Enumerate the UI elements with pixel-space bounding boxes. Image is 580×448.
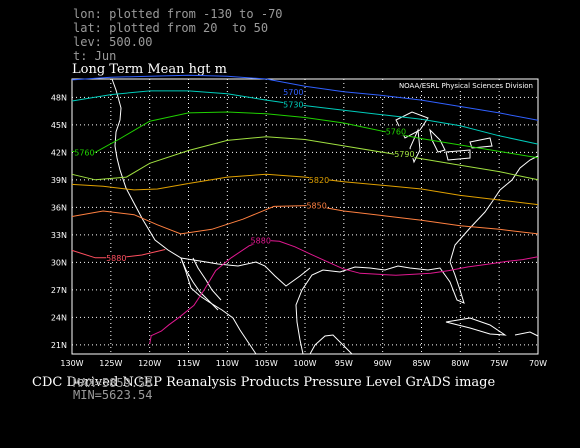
contour-label-backdrop [283,99,304,109]
y-tick-label: 24N [51,313,67,322]
pacific-coast [111,78,257,355]
contour-label-backdrop [306,200,327,210]
contour-label-5820: 5820 [309,176,329,185]
y-tick-labels: 48N 45N 42N 39N 36N 33N 30N 27N 24N 21N [51,93,67,350]
contour-label-5850: 5850 [306,202,326,211]
x-tick-label: 90W [374,359,392,368]
x-tick-label: 130W [60,359,83,368]
map-title: Long Term Mean hgt m [72,62,227,77]
contour-label-backdrop [250,235,271,245]
baja-peninsula [180,257,222,311]
x-tick-label: 95W [335,359,353,368]
coastline-outline [111,78,539,355]
x-tick-label: 85W [412,359,430,368]
plot-frame [71,78,539,355]
contour-label-5760: 5760 [74,148,94,157]
contour-label-backdrop [74,147,95,157]
contour-label-5790: 5790 [394,150,414,159]
cuba [445,317,507,336]
min-value: MIN=5623.54 [73,388,153,402]
great-lakes [395,111,493,164]
x-tick-label: 105W [255,359,278,368]
x-tick-label: 125W [99,359,122,368]
x-tick-labels: 130W 125W 120W 115W 110W 105W 100W 95W 90W 85W 80W… [60,359,547,368]
x-tick-label: 110W [216,359,239,368]
meta-lat: lat: plotted from 20 to 50 [73,21,269,35]
x-tick-label: 115W [177,359,200,368]
contour-label-5880: 5880 [251,236,271,245]
y-tick-label: 48N [51,93,67,102]
contour-label-backdrop [308,174,329,184]
yucatan [309,334,353,355]
contour-label-backdrop [283,86,304,96]
y-tick-label: 45N [51,121,67,130]
y-tick-label: 33N [51,231,67,240]
y-tick-label: 30N [51,258,67,267]
x-tick-label: 70W [529,359,547,368]
y-tick-label: 27N [51,286,67,295]
contour-5850 [71,204,539,235]
hispaniola [514,331,539,337]
contour-label-5760: 5760 [386,127,406,136]
contour-5880 [149,239,539,344]
y-tick-label: 39N [51,176,67,185]
meta-time: t: Jun [73,49,117,63]
gulf-coast [295,261,465,355]
contour-5820 [71,173,539,206]
max-value: MAX=5859.58 [73,376,153,390]
us-mexico-border [180,257,311,287]
contour-label-5730: 5730 [283,101,303,110]
y-tick-label: 36N [51,203,67,212]
contour-5760 [71,111,539,159]
x-tick-label: 75W [490,359,508,368]
contour-label-5880: 5880 [106,254,126,263]
credit-text: NOAA/ESRL Physical Sciences Division [399,82,533,90]
atlantic-coast [449,155,539,263]
contour-label-backdrop [106,252,127,262]
contour-label-backdrop [385,126,406,136]
contour-labels: 5700 5730 5760 5760 5790 5820 5850 5880 5880 [74,86,415,263]
x-tick-label: 120W [138,359,161,368]
contour-lines [71,74,539,344]
contour-label-5700: 5700 [283,88,303,97]
y-tick-label: 21N [51,341,67,350]
footer-caption: CDC Derived NCEP Reanalysis Products Pre… [32,375,496,390]
x-tick-label: 80W [451,359,469,368]
x-tick-label: 100W [293,359,316,368]
contour-5700 [71,74,539,121]
meta-lev: lev: 500.00 [73,35,153,49]
contour-label-backdrop [394,149,415,159]
meta-lon: lon: plotted from -130 to -70 [73,7,283,21]
contour-5790 [71,136,539,181]
contour-5730 [71,90,539,145]
credit-backdrop [368,80,536,90]
y-tick-label: 42N [51,148,67,157]
